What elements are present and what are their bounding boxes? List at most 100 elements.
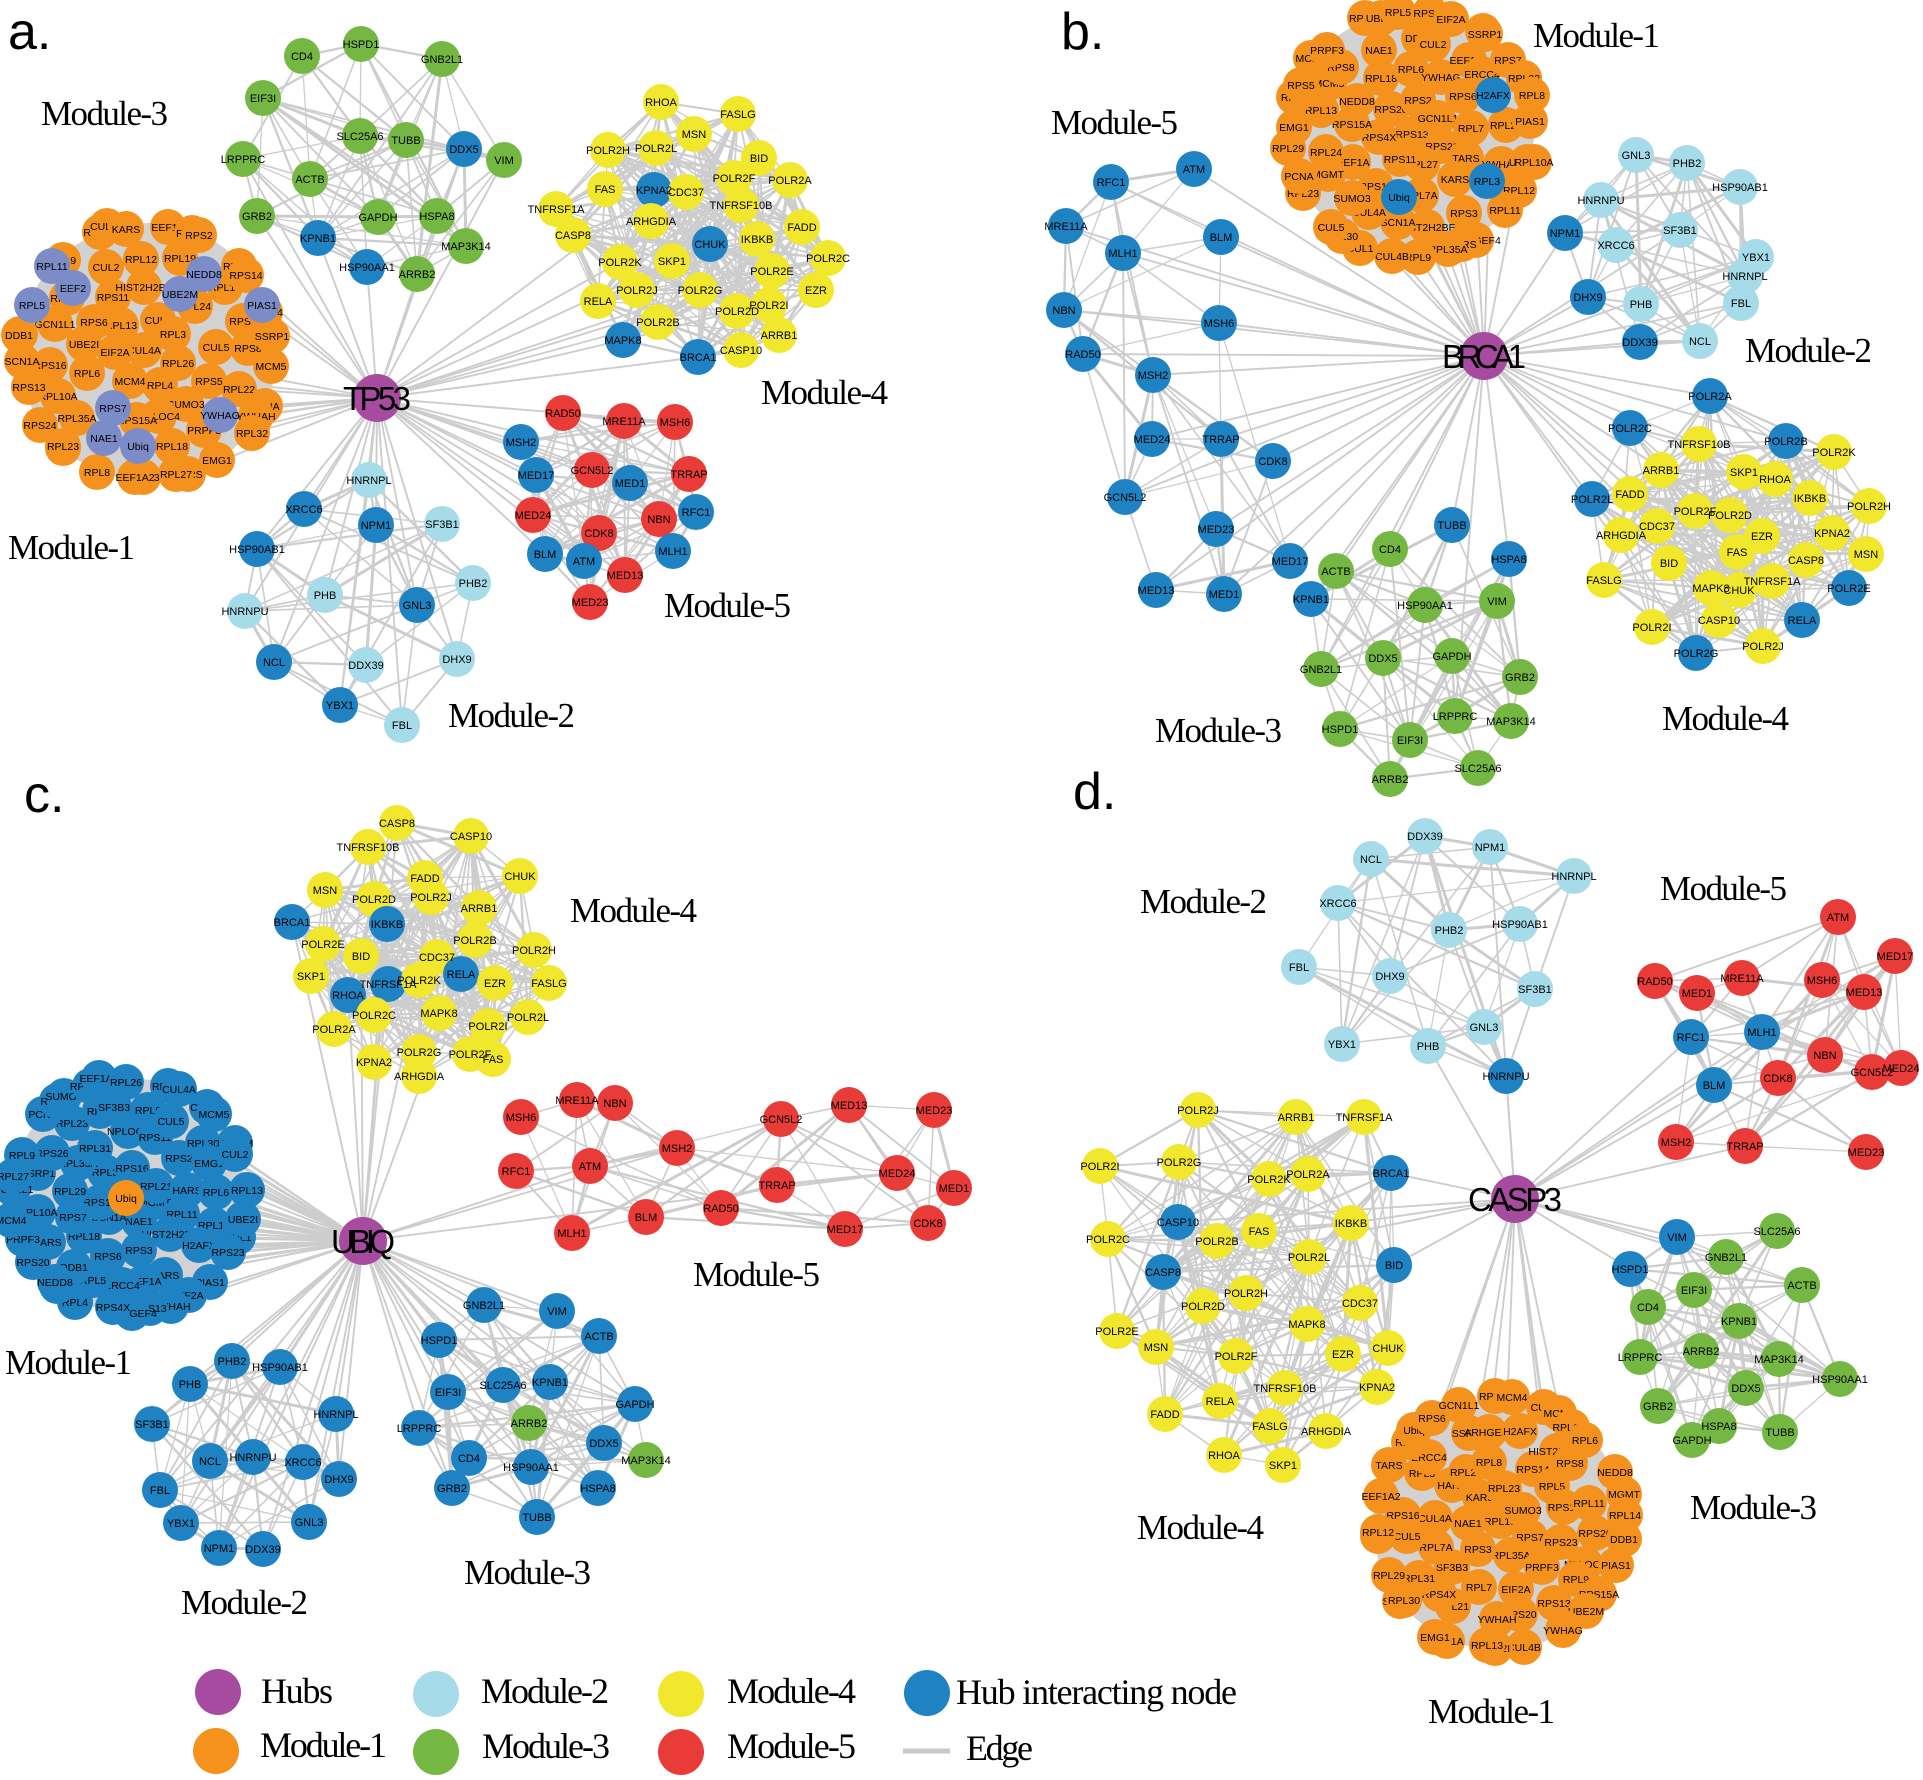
svg-text:EZR: EZR	[1332, 1349, 1354, 1361]
svg-text:YBX1: YBX1	[167, 1518, 195, 1530]
svg-text:MRE11A: MRE11A	[1044, 221, 1088, 233]
svg-text:SUMO3: SUMO3	[167, 399, 205, 411]
svg-text:Module-1: Module-1	[5, 1343, 132, 1382]
svg-text:MGMT: MGMT	[1608, 1489, 1641, 1501]
svg-text:ARRB1: ARRB1	[761, 330, 798, 342]
svg-text:BID: BID	[750, 153, 768, 165]
svg-text:GRB2: GRB2	[1505, 672, 1535, 684]
svg-text:RPL3: RPL3	[1474, 176, 1500, 188]
svg-text:HNRNPU: HNRNPU	[1482, 1071, 1529, 1083]
svg-text:RPS8: RPS8	[1556, 1458, 1584, 1470]
svg-text:FADD: FADD	[1150, 1409, 1179, 1421]
svg-text:RPS16: RPS16	[33, 360, 66, 372]
svg-text:RPL7: RPL7	[1466, 1582, 1492, 1594]
svg-text:POLR2F: POLR2F	[449, 1049, 492, 1061]
svg-text:RPL10A: RPL10A	[1514, 157, 1553, 169]
svg-text:RPL31: RPL31	[1403, 1573, 1435, 1585]
svg-text:NBN: NBN	[647, 514, 670, 526]
svg-text:ARRB2: ARRB2	[1683, 1346, 1720, 1358]
svg-text:SLC25A6: SLC25A6	[1454, 763, 1501, 775]
svg-text:CUL5: CUL5	[1394, 1531, 1421, 1543]
svg-text:VIM: VIM	[494, 155, 514, 167]
svg-text:ARHGDIA: ARHGDIA	[1301, 1426, 1352, 1438]
svg-text:ARRB2: ARRB2	[511, 1418, 548, 1430]
svg-text:DHX9: DHX9	[1573, 292, 1602, 304]
svg-text:DDX39: DDX39	[245, 1544, 280, 1556]
svg-text:DHX9: DHX9	[442, 654, 471, 666]
svg-text:POLR2H: POLR2H	[1224, 1288, 1268, 1300]
svg-text:Ubiq: Ubiq	[127, 441, 149, 453]
svg-text:RPL29: RPL29	[1272, 143, 1304, 155]
svg-text:POLR2E: POLR2E	[301, 939, 344, 951]
svg-text:Module-3: Module-3	[1155, 711, 1282, 750]
svg-text:GCN1L1: GCN1L1	[1439, 1400, 1480, 1412]
svg-text:RPL11: RPL11	[36, 261, 67, 273]
svg-text:KPNB1: KPNB1	[1293, 594, 1329, 606]
svg-text:PHB2: PHB2	[1435, 925, 1464, 937]
svg-text:ACTB: ACTB	[1321, 566, 1350, 578]
svg-text:GCN5L2: GCN5L2	[760, 1114, 803, 1126]
svg-text:POLR2I: POLR2I	[749, 300, 788, 312]
svg-text:TRRAP: TRRAP	[1726, 1141, 1763, 1153]
svg-text:RHOA: RHOA	[332, 990, 364, 1002]
svg-text:POLR2B: POLR2B	[1195, 1236, 1238, 1248]
svg-text:GNL3: GNL3	[295, 1517, 324, 1529]
svg-text:Module-4: Module-4	[1137, 1508, 1264, 1547]
svg-text:MSH6: MSH6	[660, 417, 691, 429]
svg-text:RAD50: RAD50	[1637, 976, 1672, 988]
svg-text:FAS: FAS	[595, 184, 616, 196]
svg-text:Module-4: Module-4	[727, 1671, 856, 1711]
svg-text:RPS15A: RPS15A	[1332, 119, 1372, 131]
svg-text:RPS11: RPS11	[1384, 154, 1417, 166]
svg-text:GAPDH: GAPDH	[1672, 1435, 1711, 1447]
svg-text:RPL31: RPL31	[79, 1143, 111, 1155]
svg-text:HSPA8: HSPA8	[580, 1483, 615, 1495]
svg-text:MSH2: MSH2	[1661, 1137, 1692, 1149]
svg-text:RPL3: RPL3	[92, 1167, 118, 1179]
svg-text:KPNA2: KPNA2	[1359, 1382, 1395, 1394]
svg-text:TNFRSF1A: TNFRSF1A	[528, 204, 586, 216]
svg-text:MSH6: MSH6	[1807, 975, 1838, 987]
svg-text:CUL4B: CUL4B	[1375, 251, 1409, 263]
svg-text:CHUK: CHUK	[1723, 585, 1755, 597]
svg-text:MRE11A: MRE11A	[555, 1095, 599, 1107]
svg-text:XRCC6: XRCC6	[285, 504, 322, 516]
svg-text:ARHGDIA: ARHGDIA	[394, 1071, 445, 1083]
svg-text:BID: BID	[1385, 1260, 1403, 1272]
svg-text:HSP90AB1: HSP90AB1	[1712, 182, 1768, 194]
svg-text:SLC25A6: SLC25A6	[1753, 1226, 1800, 1238]
svg-text:MED1: MED1	[939, 1183, 970, 1195]
svg-text:EIF2A: EIF2A	[100, 347, 129, 359]
svg-text:SKP1: SKP1	[1730, 467, 1758, 479]
svg-text:NPM1: NPM1	[361, 520, 392, 532]
svg-text:IKBKB: IKBKB	[371, 919, 403, 931]
svg-text:TUBB: TUBB	[522, 1512, 551, 1524]
svg-text:DDB1: DDB1	[5, 330, 33, 342]
svg-text:Module-5: Module-5	[1660, 869, 1787, 908]
svg-text:MED17: MED17	[518, 470, 555, 482]
svg-text:RPL6: RPL6	[203, 1187, 229, 1199]
svg-text:MED13: MED13	[831, 1100, 868, 1112]
svg-text:BRCA1: BRCA1	[1373, 1168, 1410, 1180]
svg-text:RPL35A: RPL35A	[1491, 1550, 1530, 1562]
svg-text:RELA: RELA	[1206, 1396, 1235, 1408]
svg-text:PHB: PHB	[179, 1379, 202, 1391]
svg-text:MED17: MED17	[1877, 951, 1914, 963]
svg-text:POLR2K: POLR2K	[1812, 447, 1856, 459]
svg-text:LRPPRC: LRPPRC	[1433, 711, 1478, 723]
svg-text:RPL7A: RPL7A	[1419, 1542, 1452, 1554]
svg-text:MAPK8: MAPK8	[1692, 583, 1729, 595]
svg-text:ARRB2: ARRB2	[1372, 774, 1409, 786]
svg-text:RPL29: RPL29	[1373, 1570, 1405, 1582]
svg-text:EIF2A: EIF2A	[1501, 1584, 1530, 1596]
svg-text:FASLG: FASLG	[720, 109, 755, 121]
svg-text:HNRNPL: HNRNPL	[346, 475, 391, 487]
svg-text:RFC1: RFC1	[682, 507, 711, 519]
svg-text:HSPD1: HSPD1	[421, 1335, 458, 1347]
svg-text:CASP8: CASP8	[1788, 555, 1824, 567]
svg-text:MSN: MSN	[313, 885, 338, 897]
svg-text:MSN: MSN	[682, 129, 707, 141]
svg-text:FAS: FAS	[1727, 547, 1748, 559]
svg-text:ATM: ATM	[1827, 912, 1849, 924]
svg-text:DDX39: DDX39	[1622, 337, 1657, 349]
